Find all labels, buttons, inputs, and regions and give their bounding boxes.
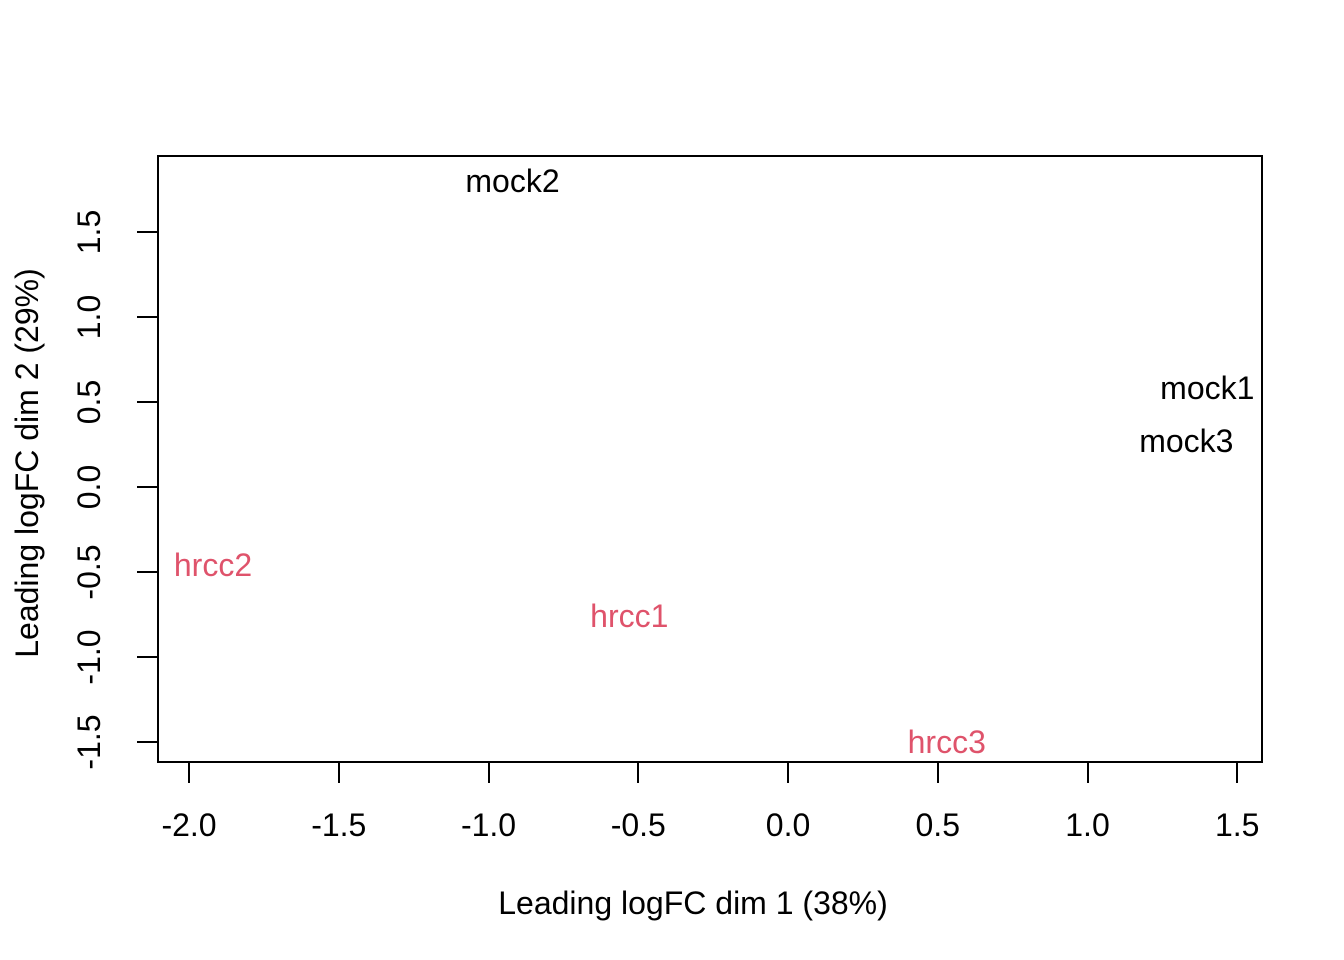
x-axis-tick-label: -0.5	[610, 807, 666, 843]
x-axis-tick	[188, 763, 191, 783]
x-axis-title: Leading logFC dim 1 (38%)	[498, 885, 888, 921]
y-axis-tick-label: 0.0	[71, 464, 107, 510]
x-axis-tick	[1236, 763, 1239, 783]
x-axis-tick	[1086, 763, 1089, 783]
x-axis-tick	[337, 763, 340, 783]
y-axis-tick	[137, 740, 157, 743]
x-axis-tick	[936, 763, 939, 783]
y-axis-title: Leading logFC dim 2 (29%)	[9, 268, 45, 658]
y-axis-tick-label: 0.5	[71, 379, 107, 425]
y-axis-tick	[137, 655, 157, 658]
y-axis-tick-label: 1.0	[71, 294, 107, 340]
x-axis-tick	[487, 763, 490, 783]
x-axis-tick-label: -2.0	[161, 807, 217, 843]
x-axis-tick-label: -1.5	[311, 807, 367, 843]
plot-area-frame	[157, 155, 1263, 763]
sample-label-hrcc3: hrcc3	[907, 723, 986, 760]
y-axis-tick-label: -1.0	[71, 629, 107, 685]
y-axis-tick	[137, 400, 157, 403]
x-axis-tick-label: -1.0	[460, 807, 517, 843]
sample-label-hrcc1: hrcc1	[590, 598, 669, 635]
x-axis-tick-label: 0.5	[915, 807, 960, 843]
y-axis-tick	[137, 230, 157, 233]
x-axis-tick	[637, 763, 640, 783]
sample-label-hrcc2: hrcc2	[173, 547, 253, 584]
x-axis-tick-label: 1.0	[1065, 807, 1110, 843]
x-axis-tick-label: 0.0	[765, 807, 811, 843]
y-axis-tick-label: -1.5	[71, 714, 107, 770]
y-axis-tick-label: 1.5	[71, 209, 107, 255]
sample-label-mock3: mock3	[1139, 423, 1234, 460]
sample-label-mock1: mock1	[1160, 370, 1255, 407]
y-axis-tick	[137, 485, 157, 488]
y-axis-tick	[137, 315, 157, 318]
x-axis-tick	[787, 763, 790, 783]
sample-label-mock2: mock2	[465, 163, 560, 199]
y-axis-tick	[137, 570, 157, 573]
x-axis-tick-label: 1.5	[1214, 807, 1260, 843]
y-axis-tick-label: -0.5	[71, 544, 107, 600]
